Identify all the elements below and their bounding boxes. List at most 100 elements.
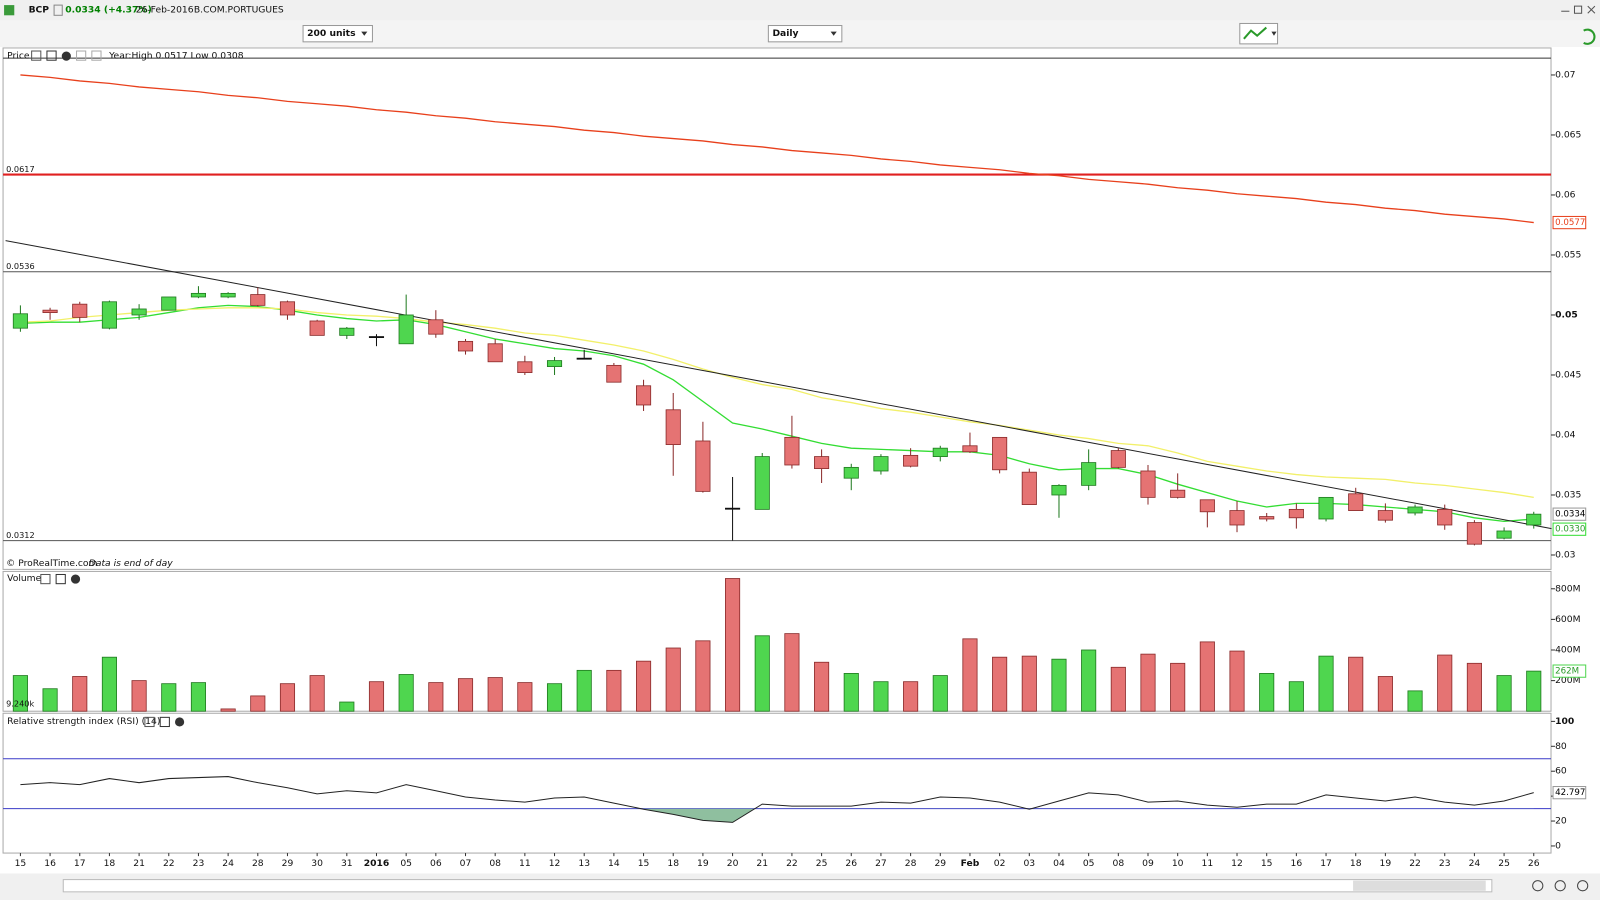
refresh-button[interactable] [1583,28,1596,45]
candle-body [517,361,533,373]
symbol[interactable]: BCP [29,5,50,16]
candle-body [1021,471,1037,505]
candle-body [546,360,563,367]
y-tick-label: 400M [1555,645,1581,656]
app-icon[interactable] [4,5,15,16]
scroll-thumb[interactable] [1353,880,1486,891]
x-tick-label: 09 [1142,858,1154,869]
volume-bar [131,680,147,712]
last-ma-short-label-box [1552,522,1587,536]
x-tick-label: 22 [1409,858,1421,869]
volume-bar [398,674,414,712]
x-tick-label: 30 [311,858,323,869]
level-label: 0.0536 [6,261,35,271]
x-tick-label: 02 [994,858,1006,869]
volume-bar [220,708,236,712]
x-tick-label: 19 [697,858,709,869]
x-tick-label: 28 [905,858,917,869]
candle-body [428,319,444,335]
units-dropdown[interactable]: 200 units [302,25,373,43]
volume-bar [72,676,88,712]
candle-body [42,309,58,313]
last-close-label: 0.0334 [1555,510,1586,520]
volume-bar [1318,655,1334,712]
moving-average [20,74,1534,224]
rsi-panel-icons[interactable] [144,716,185,728]
x-tick-label: 10 [1172,858,1184,869]
volume-bar [101,656,117,712]
volume-bar [635,660,652,712]
year-range: Year:High 0.0517 Low 0.0308 [108,51,244,62]
candle-body [398,314,414,345]
candle-body [635,385,652,406]
scrollbar[interactable] [62,879,1493,893]
volume-bar [1110,666,1126,712]
period-dropdown[interactable]: Daily [767,25,843,43]
x-tick-label: 11 [1202,858,1214,869]
price-panel [2,47,1552,570]
candle-body [457,340,474,352]
x-tick-label: 11 [519,858,531,869]
x-tick-label: 04 [1053,858,1065,869]
zoom-buttons[interactable] [1532,880,1589,892]
candle-body [1288,508,1304,519]
last-ma-label-box [1552,215,1587,230]
volume-bar [1229,650,1245,712]
level-label: 0.0312 [6,530,35,540]
volume-bar [546,683,563,712]
x-tick-label: 16 [44,858,56,869]
x-tick-label: 17 [74,858,86,869]
x-tick-label: 18 [104,858,116,869]
y-tick-label: 0.04 [1555,429,1576,440]
rsi-panel [2,712,1552,854]
candle-body [814,456,830,469]
candle-body [932,447,948,457]
close-button[interactable] [1587,5,1596,14]
volume-bar [368,681,385,712]
volume-bar [1170,662,1186,712]
candle-body [1496,530,1512,539]
x-tick-label: 29 [934,858,946,869]
x-tick-label: 18 [667,858,679,869]
volume-bar [1288,681,1304,712]
x-tick-label: 2016 [364,858,390,869]
volume-bar [665,647,681,712]
x-tick-label: 06 [430,858,442,869]
y-tick-label: 20 [1555,816,1567,827]
candle-body [695,440,711,492]
level-label: 0.0617 [6,164,35,174]
candle-body [12,313,28,329]
candle-body [1199,499,1215,513]
candle-body [1526,513,1542,526]
candle-body [1466,522,1482,545]
date: 26-Feb-2016 [136,5,194,16]
x-tick-label: 05 [1083,858,1095,869]
units-value[interactable]: 200 units [307,28,356,39]
chart-type-button[interactable] [1239,22,1279,45]
period-value[interactable]: Daily [772,28,798,39]
candle-body [339,327,355,336]
candle-body [72,303,88,318]
price-title: Price [7,51,30,62]
maximize-button[interactable] [1573,5,1583,14]
volume-bar [42,688,58,712]
candle-body [1140,470,1156,498]
x-tick-label: 25 [1498,858,1510,869]
volume-bar [754,635,770,712]
x-tick-label: 03 [1023,858,1035,869]
candle-body [1318,496,1334,520]
candle-body [665,409,681,445]
x-tick-label: 05 [400,858,412,869]
candle-body [1229,510,1245,526]
volume-bar [725,578,741,712]
info-icon[interactable] [53,4,63,16]
volume-bar [695,640,711,712]
price-panel-icons[interactable] [31,50,102,61]
y-tick-label: 0.055 [1555,249,1581,260]
volume-bar [457,678,474,712]
candle-body [190,292,206,298]
volume-panel-icons[interactable] [40,573,81,585]
x-tick-label: 15 [638,858,650,869]
candle-body [962,445,978,453]
